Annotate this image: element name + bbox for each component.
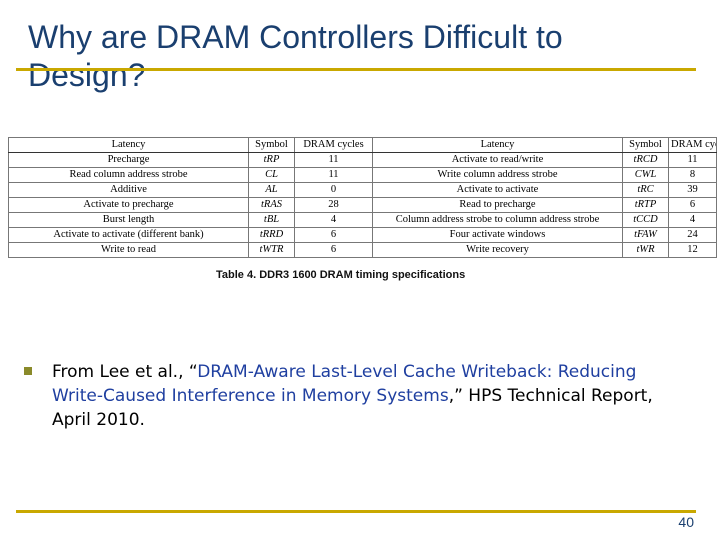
table-cell: 6 [668, 197, 717, 213]
table-cell: Burst length [8, 212, 249, 228]
table-cell: Precharge [8, 152, 249, 168]
table-cell: tRRD [248, 227, 295, 243]
table-cell: 11 [668, 152, 717, 168]
table-cell: Activate to activate (different bank) [8, 227, 249, 243]
table-cell: tRP [248, 152, 295, 168]
table-row: Write to read tWTR 6 Write recovery tWR … [8, 242, 717, 258]
table-cell: Read column address strobe [8, 167, 249, 183]
header-symbol: Symbol [622, 137, 669, 153]
bullet-square-icon [24, 367, 32, 375]
table-cell: 4 [294, 212, 373, 228]
table-cell: tFAW [622, 227, 669, 243]
table-cell: Write column address strobe [372, 167, 623, 183]
table-cell: 11 [294, 152, 373, 168]
table-cell: Activate to activate [372, 182, 623, 198]
table-cell: CL [248, 167, 295, 183]
table-cell: tWR [622, 242, 669, 258]
table-cell: Activate to precharge [8, 197, 249, 213]
footer-divider [16, 510, 696, 513]
table-cell: 8 [668, 167, 717, 183]
table-cell: tRTP [622, 197, 669, 213]
table-cell: Activate to read/write [372, 152, 623, 168]
table-cell: Column address strobe to column address … [372, 212, 623, 228]
table-cell: 6 [294, 242, 373, 258]
table-caption: Table 4. DDR3 1600 DRAM timing specifica… [216, 269, 466, 281]
table-cell: CWL [622, 167, 669, 183]
header-symbol: Symbol [248, 137, 295, 153]
table-cell: tRC [622, 182, 669, 198]
table-cell: Four activate windows [372, 227, 623, 243]
page-number: 40 [678, 514, 694, 530]
citation-paper-link[interactable]: DRAM-Aware Last-Level Cache Writeback: R… [52, 362, 637, 406]
table-row: Burst length tBL 4 Column address strobe… [8, 212, 717, 228]
table-cell: tRCD [622, 152, 669, 168]
table-cell: tBL [248, 212, 295, 228]
table-row: Precharge tRP 11 Activate to read/write … [8, 152, 717, 168]
table-cell: Additive [8, 182, 249, 198]
citation-text: From Lee et al., “DRAM-Aware Last-Level … [52, 360, 692, 432]
header-latency: Latency [8, 137, 249, 153]
header-dram-cycles: DRAM cycles [294, 137, 373, 153]
table-row: Activate to precharge tRAS 28 Read to pr… [8, 197, 717, 213]
table-cell: tRAS [248, 197, 295, 213]
table-row: Activate to activate (different bank) tR… [8, 227, 717, 243]
table-row: Read column address strobe CL 11 Write c… [8, 167, 717, 183]
table-cell: 39 [668, 182, 717, 198]
table-cell: Read to precharge [372, 197, 623, 213]
citation-suffix: ,” HPS Technical Report, April 2010. [52, 386, 653, 430]
table-cell: AL [248, 182, 295, 198]
table-cell: Write recovery [372, 242, 623, 258]
table-cell: 0 [294, 182, 373, 198]
title-divider [16, 68, 696, 71]
slide-title: Why are DRAM Controllers Difficult to De… [28, 19, 563, 93]
table-cell: 6 [294, 227, 373, 243]
table-cell: 11 [294, 167, 373, 183]
header-dram-cycles: DRAM cycles [668, 137, 717, 153]
table-cell: 4 [668, 212, 717, 228]
table-header-row: Latency Symbol DRAM cycles Latency Symbo… [8, 137, 717, 153]
table-cell: 24 [668, 227, 717, 243]
table-cell: tWTR [248, 242, 295, 258]
table-row: Additive AL 0 Activate to activate tRC 3… [8, 182, 717, 198]
timing-table: Latency Symbol DRAM cycles Latency Symbo… [8, 137, 717, 258]
table-cell: 12 [668, 242, 717, 258]
table-cell: 28 [294, 197, 373, 213]
header-latency: Latency [372, 137, 623, 153]
table-cell: tCCD [622, 212, 669, 228]
citation-prefix: From Lee et al., “ [52, 362, 198, 382]
table-cell: Write to read [8, 242, 249, 258]
